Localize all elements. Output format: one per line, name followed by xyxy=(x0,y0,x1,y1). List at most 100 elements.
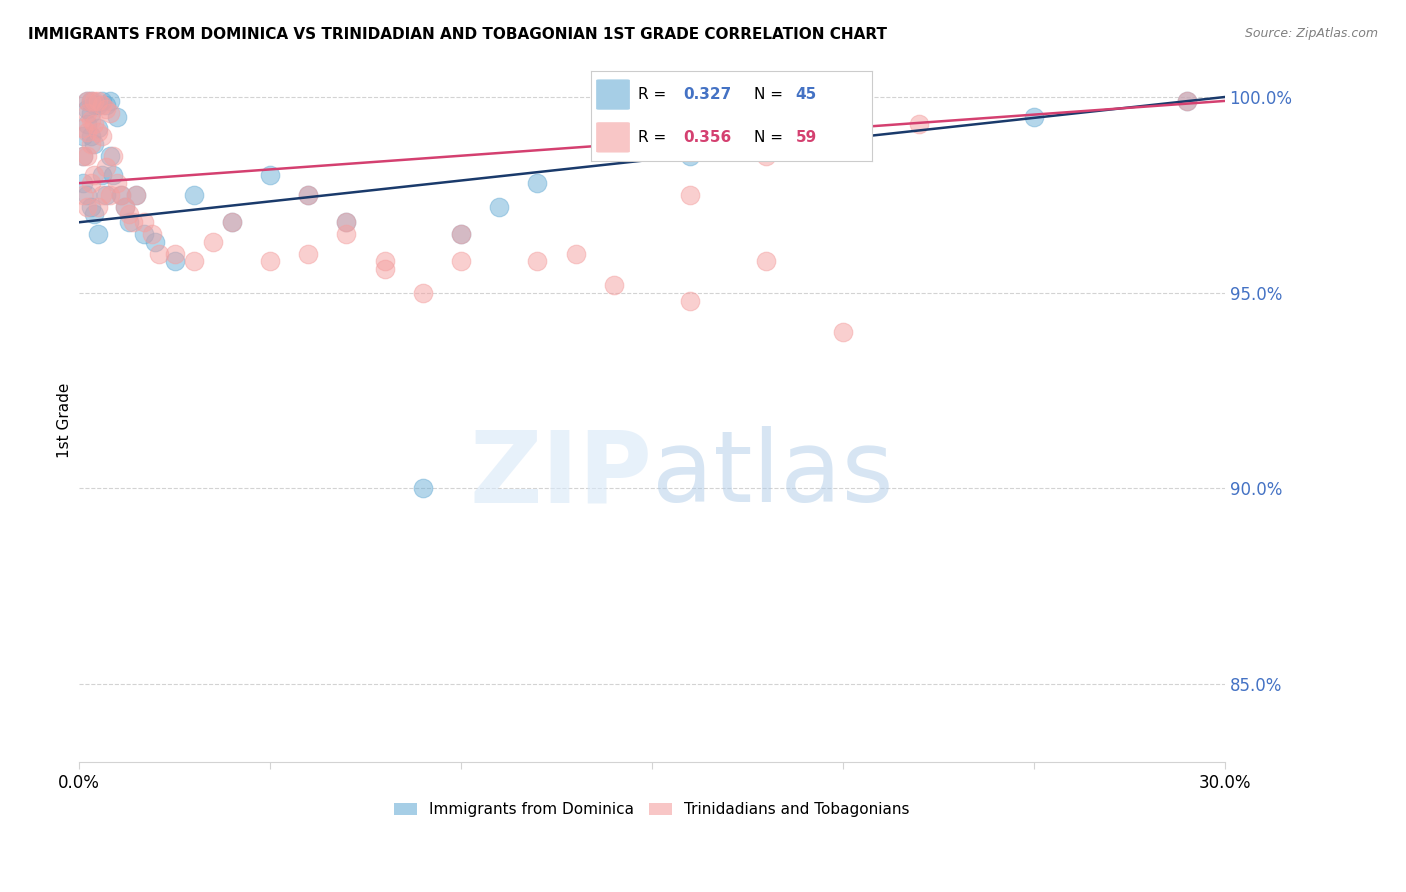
Point xyxy=(132,215,155,229)
Point xyxy=(79,200,101,214)
Point xyxy=(98,149,121,163)
Point xyxy=(141,227,163,241)
Point xyxy=(94,161,117,175)
Point xyxy=(105,110,128,124)
Point xyxy=(679,149,702,163)
Point xyxy=(94,98,117,112)
Point xyxy=(1022,110,1045,124)
Point xyxy=(450,227,472,241)
Point xyxy=(72,129,94,144)
Point xyxy=(450,254,472,268)
Point xyxy=(87,200,110,214)
Point xyxy=(79,94,101,108)
Point xyxy=(831,325,853,339)
Point xyxy=(145,235,167,249)
Point xyxy=(79,176,101,190)
Point xyxy=(132,227,155,241)
Point xyxy=(103,149,125,163)
Point xyxy=(755,254,778,268)
Point xyxy=(83,207,105,221)
Point xyxy=(118,207,141,221)
Point xyxy=(335,215,357,229)
Point xyxy=(526,254,548,268)
Point xyxy=(163,254,186,268)
Point xyxy=(91,169,114,183)
Point xyxy=(374,254,396,268)
Text: 45: 45 xyxy=(796,87,817,102)
Point xyxy=(1175,94,1198,108)
Point xyxy=(297,187,319,202)
Point xyxy=(297,246,319,260)
Point xyxy=(91,98,114,112)
Point xyxy=(83,117,105,131)
Point xyxy=(91,129,114,144)
Point xyxy=(83,169,105,183)
Point xyxy=(79,136,101,151)
Point xyxy=(87,98,110,112)
Point xyxy=(79,129,101,144)
Point xyxy=(118,215,141,229)
Point xyxy=(564,246,586,260)
Point xyxy=(76,105,98,120)
Text: R =: R = xyxy=(638,130,672,145)
Y-axis label: 1st Grade: 1st Grade xyxy=(58,383,72,458)
Point xyxy=(412,482,434,496)
Point xyxy=(908,117,931,131)
Point xyxy=(72,149,94,163)
Point xyxy=(374,262,396,277)
Point xyxy=(297,187,319,202)
Point xyxy=(76,125,98,139)
Point xyxy=(679,293,702,308)
Point xyxy=(603,277,626,292)
Point xyxy=(679,187,702,202)
Point xyxy=(87,227,110,241)
Point xyxy=(94,187,117,202)
Point xyxy=(87,94,110,108)
Point xyxy=(163,246,186,260)
Point xyxy=(87,121,110,136)
Point xyxy=(91,94,114,108)
Point xyxy=(221,215,243,229)
Point xyxy=(98,187,121,202)
Point xyxy=(755,149,778,163)
Point xyxy=(76,94,98,108)
Point xyxy=(79,105,101,120)
Point xyxy=(335,215,357,229)
Text: 0.327: 0.327 xyxy=(683,87,731,102)
Point xyxy=(72,149,94,163)
Point xyxy=(221,215,243,229)
Point xyxy=(259,254,281,268)
Text: R =: R = xyxy=(638,87,672,102)
Point xyxy=(148,246,170,260)
Point xyxy=(83,94,105,108)
Point xyxy=(121,215,143,229)
Point xyxy=(76,200,98,214)
Point xyxy=(76,187,98,202)
Point xyxy=(76,94,98,108)
Point xyxy=(259,169,281,183)
Point xyxy=(79,94,101,108)
Point xyxy=(83,98,105,112)
Point xyxy=(72,176,94,190)
Point xyxy=(201,235,224,249)
Point xyxy=(183,254,205,268)
Point xyxy=(83,136,105,151)
Point xyxy=(183,187,205,202)
Point xyxy=(76,149,98,163)
Text: Source: ZipAtlas.com: Source: ZipAtlas.com xyxy=(1244,27,1378,40)
Point xyxy=(103,169,125,183)
Text: 59: 59 xyxy=(796,130,817,145)
Legend: Immigrants from Dominica, Trinidadians and Tobagonians: Immigrants from Dominica, Trinidadians a… xyxy=(388,796,917,823)
Point xyxy=(831,129,853,144)
Point xyxy=(114,200,136,214)
FancyBboxPatch shape xyxy=(596,122,630,153)
Point xyxy=(72,187,94,202)
Point xyxy=(450,227,472,241)
Point xyxy=(98,105,121,120)
Point xyxy=(110,187,132,202)
Point xyxy=(72,121,94,136)
Text: N =: N = xyxy=(754,130,787,145)
Text: atlas: atlas xyxy=(652,426,894,524)
Point xyxy=(87,125,110,139)
Point xyxy=(76,117,98,131)
